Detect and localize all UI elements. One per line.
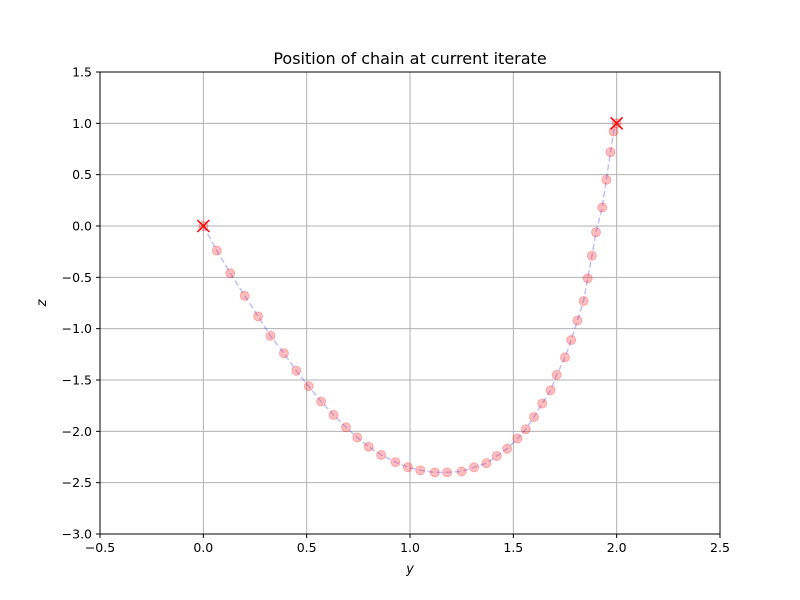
x-tick-label: 1.0 bbox=[400, 540, 420, 555]
chain-point bbox=[278, 348, 289, 359]
chain-point bbox=[316, 396, 327, 407]
chain-point bbox=[481, 458, 492, 469]
chain-point bbox=[469, 462, 480, 473]
chain-point bbox=[582, 273, 593, 284]
chain-point bbox=[537, 398, 548, 409]
chain-point bbox=[520, 424, 531, 435]
y-tick-label: 0.5 bbox=[72, 167, 92, 182]
x-axis-ticks: −0.5 0.0 0.5 1.0 1.5 2.0 2.5 bbox=[85, 534, 730, 555]
y-tick-label: 0.0 bbox=[72, 219, 92, 234]
x-tick-label: 2.0 bbox=[607, 540, 627, 555]
x-tick-label: 0.5 bbox=[297, 540, 317, 555]
x-tick-label: 0.0 bbox=[193, 540, 213, 555]
chain-point bbox=[340, 422, 351, 433]
chain-dashed-line bbox=[202, 123, 618, 474]
chain-point bbox=[415, 465, 426, 476]
chain-point bbox=[390, 457, 401, 468]
chain-point bbox=[303, 381, 314, 392]
chain-point bbox=[352, 432, 363, 443]
chain-points bbox=[198, 118, 622, 478]
chain-point bbox=[601, 174, 612, 185]
chain-point bbox=[376, 449, 387, 460]
chain-point bbox=[456, 466, 467, 477]
chain-point bbox=[572, 315, 583, 326]
chain-point bbox=[512, 433, 523, 444]
chain-point bbox=[566, 334, 577, 345]
chain-point bbox=[429, 467, 440, 478]
chain-point bbox=[551, 369, 562, 380]
x-tick-label: 1.5 bbox=[503, 540, 523, 555]
chain-point bbox=[591, 227, 601, 238]
chain-point bbox=[491, 450, 502, 461]
y-tick-label: −0.5 bbox=[62, 270, 92, 285]
endpoint-x-marker bbox=[196, 219, 210, 233]
x-axis-label: y bbox=[405, 562, 414, 577]
chart-title: Position of chain at current iterate bbox=[273, 49, 546, 68]
y-tick-label: 1.5 bbox=[72, 65, 92, 80]
chain-point bbox=[239, 290, 250, 301]
chain-point bbox=[529, 411, 539, 422]
chain-point bbox=[211, 245, 222, 256]
chain-point bbox=[253, 311, 264, 322]
chain-point bbox=[586, 250, 597, 261]
y-tick-label: −1.0 bbox=[62, 321, 92, 336]
endpoint-markers bbox=[196, 116, 624, 233]
y-tick-label: −2.5 bbox=[62, 475, 92, 490]
chain-point bbox=[363, 441, 374, 452]
chain-point bbox=[545, 385, 556, 396]
y-axis-ticks: −3.0 −2.5 −2.0 −1.5 −1.0 −0.5 0.0 0.5 1.0 1.5 bbox=[62, 65, 100, 542]
chain-point bbox=[442, 467, 453, 478]
x-tick-label: −0.5 bbox=[85, 540, 115, 555]
chain-point bbox=[265, 330, 276, 341]
endpoint-x-marker bbox=[610, 116, 624, 130]
chain-point bbox=[597, 202, 608, 213]
y-tick-label: 1.0 bbox=[72, 116, 92, 131]
y-axis-label: z bbox=[35, 298, 50, 307]
chain-line bbox=[202, 123, 618, 474]
chain-point bbox=[578, 295, 589, 306]
y-tick-label: −3.0 bbox=[62, 527, 92, 542]
x-tick-label: 2.5 bbox=[710, 540, 730, 555]
chain-point bbox=[402, 462, 413, 473]
chain-point bbox=[608, 126, 619, 137]
y-tick-label: −2.0 bbox=[62, 424, 92, 439]
chain-point bbox=[291, 365, 302, 376]
chain-point bbox=[328, 409, 339, 420]
chain-point bbox=[560, 352, 570, 363]
chain-point bbox=[605, 147, 616, 158]
chain-point bbox=[225, 268, 236, 279]
chain-point bbox=[502, 443, 513, 454]
y-tick-label: −1.5 bbox=[62, 373, 92, 388]
